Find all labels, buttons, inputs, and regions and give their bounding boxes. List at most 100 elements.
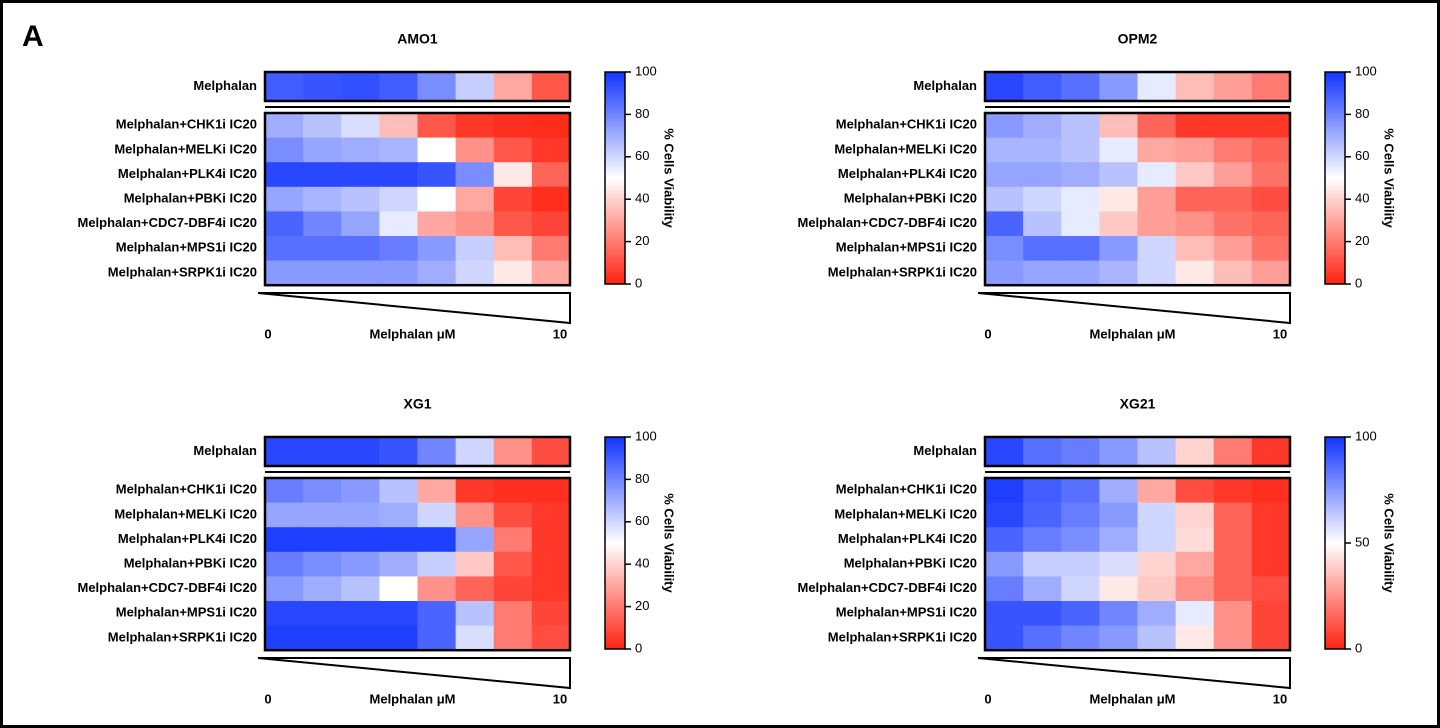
heatmap-cell [341,502,380,528]
heatmap-cell [455,601,495,627]
heatmap-cell [1213,186,1253,212]
heatmap-cell [379,137,418,163]
row-label: Melphalan+MELKi IC20 [834,141,977,156]
heatmap-cell [493,162,533,188]
row-label: Melphalan+CHK1i IC20 [116,482,257,497]
heatmap-cell [1061,113,1100,139]
colorbar-tick-label: 0 [1355,275,1362,290]
heatmap-cell [531,137,571,163]
x-tick-label: 10 [553,691,567,706]
heatmap-cell [1137,162,1177,188]
colorbar-tick-label: 0 [1355,640,1362,655]
heatmap-cell [341,260,380,286]
heatmap-cell [493,260,533,286]
heatmap-cell [455,502,495,528]
heatmap-cell [1251,260,1291,286]
x-axis-label: Melphalan μM [1090,326,1176,341]
heatmap-cell [1251,186,1291,212]
heatmap-cell [455,625,495,651]
heatmap-cell [417,186,457,212]
heatmap-cell [493,625,533,651]
heatmap-cell [1175,260,1215,286]
heatmap-cell [1137,601,1177,627]
heatmap-cell [1023,601,1062,627]
heatmap-cell [1061,236,1100,262]
heatmap-cell [379,186,418,212]
heatmap-cell [1175,478,1215,504]
heatmap-cell [985,625,1024,651]
heatmap-cell [1251,502,1291,528]
heatmap-cell [1099,551,1138,577]
heatmap-cell [341,551,380,577]
heatmap-cell [265,502,304,528]
heatmap-cell [1251,551,1291,577]
heatmap-title: XG1 [403,396,431,412]
concentration-wedge [257,657,571,690]
heatmap-cell [1137,625,1177,651]
heatmap-cell [455,72,495,102]
heatmap-cell [493,186,533,212]
heatmap-cell [1251,211,1291,237]
heatmap-cell [985,527,1024,553]
heatmap-cell [493,113,533,139]
heatmap-frame [263,476,572,652]
row-label: Melphalan [913,78,977,93]
heatmap-cell [417,601,457,627]
heatmap-cell [985,211,1024,237]
heatmap-cell [493,478,533,504]
heatmap-cell [303,236,342,262]
heatmap-cell [417,236,457,262]
colorbar-tick-label: 60 [1355,148,1369,163]
colorbar-tick-label: 100 [635,63,657,78]
colorbar-tick-label: 50 [1355,534,1369,549]
row-label: Melphalan+MPS1i IC20 [116,240,257,255]
heatmap-cell [1175,502,1215,528]
panel-label: A [22,20,44,53]
heatmap-frame [983,476,1292,652]
heatmap-cell [1137,72,1177,102]
heatmap-cell [1061,211,1100,237]
heatmap-cell [1175,437,1215,467]
heatmap-cell [531,211,571,237]
heatmap-cell [1023,236,1062,262]
row-label: Melphalan [193,78,257,93]
heatmap-cell [985,260,1024,286]
heatmap-cell [1213,478,1253,504]
heatmap-cell [417,502,457,528]
heatmap-cell [341,527,380,553]
colorbar [1324,71,1346,285]
colorbar-label: % Cells Viability [662,128,677,228]
heatmap-cell [1175,72,1215,102]
heatmap-cell [1213,137,1253,163]
heatmap-cell [1137,527,1177,553]
x-tick-label: 0 [264,326,271,341]
row-label: Melphalan+CHK1i IC20 [116,117,257,132]
heatmap-cell [1061,625,1100,651]
row-label: Melphalan+CDC7-DBF4i IC20 [797,580,977,595]
heatmap-cell [455,162,495,188]
colorbar-tick-label: 20 [635,233,649,248]
heatmap-cell [1175,236,1215,262]
heatmap-cell [303,113,342,139]
row-label: Melphalan+CDC7-DBF4i IC20 [797,215,977,230]
row-label: Melphalan+MELKi IC20 [834,506,977,521]
heatmap-cell [1023,260,1062,286]
row-label: Melphalan+SRPK1i IC20 [108,629,257,644]
heatmap-cell [417,527,457,553]
heatmap-cell [1099,437,1138,467]
heatmap-cell [1175,625,1215,651]
heatmap-cell [303,137,342,163]
heatmap-cell [493,72,533,102]
heatmap-cell [265,236,304,262]
heatmap-cell [1023,186,1062,212]
heatmap-cell [455,478,495,504]
heatmap-cell [265,162,304,188]
heatmap-cell [531,527,571,553]
heatmap-cell [1175,576,1215,602]
heatmap-cell [379,113,418,139]
heatmap-cell [493,236,533,262]
heatmap-cell [455,260,495,286]
heatmap-cell [1061,576,1100,602]
heatmap-cell [1023,478,1062,504]
heatmap-cell [1137,211,1177,237]
